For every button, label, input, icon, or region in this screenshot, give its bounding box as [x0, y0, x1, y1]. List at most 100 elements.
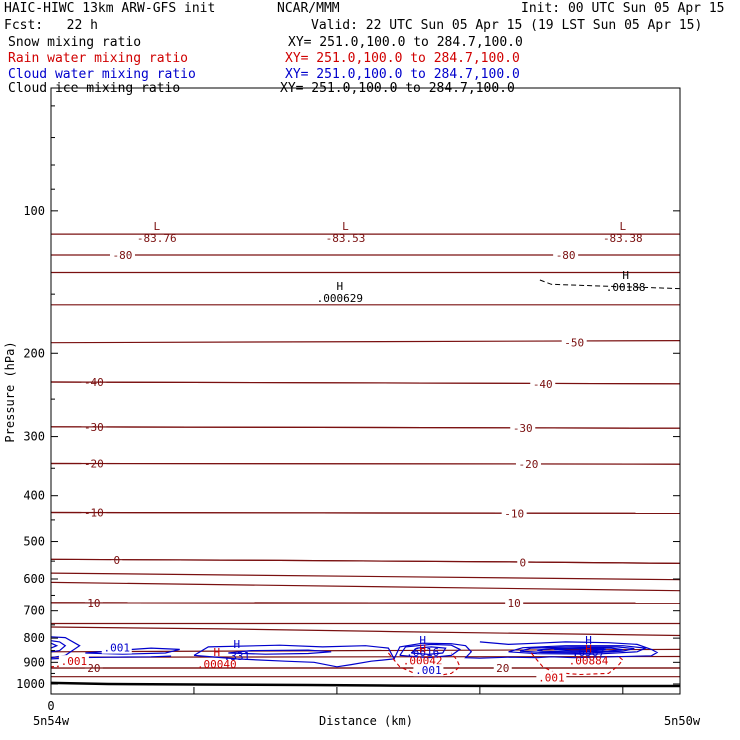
extremum-symbol: H	[419, 643, 426, 656]
cloud-water-contour	[508, 645, 649, 655]
contour-label: .001	[104, 642, 131, 655]
extremum-symbol: H	[234, 638, 241, 651]
extremum-symbol: H	[336, 280, 343, 293]
isotherm-line	[50, 626, 681, 637]
extremum-symbol: H	[419, 634, 426, 647]
field-xy-rain: XY= 251.0,100.0 to 284.7,100.0	[285, 51, 520, 66]
isotherm-line	[50, 648, 681, 653]
cloud-water-contour	[193, 644, 396, 668]
header-init: Init: 00 UTC Sun 05 Apr 15	[521, 1, 725, 16]
isotherm-label-bg	[493, 661, 512, 674]
isotherm-label-bg	[109, 249, 135, 262]
field-name-snow: Snow mixing ratio	[8, 35, 142, 50]
isotherm-line	[50, 581, 681, 592]
y-tick-label: 900	[23, 655, 45, 669]
cloud-water-contour	[399, 643, 462, 659]
extremum-value: .000629	[317, 292, 363, 305]
isotherm-label: 0	[519, 557, 526, 570]
extremum-value: -83.38	[603, 232, 643, 245]
extremum-symbol: H	[585, 634, 592, 647]
isotherm-label-bg	[501, 507, 527, 520]
y-tick-label: 500	[23, 535, 45, 549]
isotherm-label: -80	[113, 249, 133, 262]
extremum-value: -83.76	[137, 232, 177, 245]
extremum-symbol: L	[620, 220, 627, 233]
x-tick-label: 0	[47, 699, 54, 713]
x-tick-label: 5n50w	[664, 714, 701, 728]
header-model: HAIC-HIWC 13km ARW-GFS init	[4, 1, 216, 16]
isotherm-label: 10	[508, 597, 521, 610]
cloud-water-contour	[519, 646, 635, 654]
contour-label-bg	[58, 655, 89, 668]
isotherm-label: -50	[564, 337, 584, 350]
extremum-value: .6567	[572, 646, 605, 659]
cloud-water-contour	[50, 642, 59, 649]
extremum-symbol: H	[214, 646, 221, 659]
isotherm-line	[50, 426, 681, 429]
extremum-symbol: L	[153, 220, 160, 233]
isotherm-label: -40	[533, 378, 553, 391]
header-fcst: Fcst: 22 h	[4, 18, 98, 33]
contour-label-bg	[536, 671, 567, 684]
isotherm-label-bg	[515, 458, 541, 471]
isotherm-label-bg	[510, 422, 536, 435]
isotherm-label: 20	[496, 662, 509, 675]
cloud-water-contour	[393, 641, 659, 660]
field-xy-cloud-water: XY= 251.0,100.0 to 284.7,100.0	[285, 67, 520, 82]
plot-frame	[50, 87, 681, 695]
y-tick-label: 100	[23, 204, 45, 218]
extremum-symbol: H	[585, 643, 592, 656]
surface-pressure-line	[50, 681, 680, 688]
y-tick-label: 600	[23, 572, 45, 586]
isotherm-label: -10	[504, 507, 524, 520]
y-tick-label: 700	[23, 604, 45, 618]
cloud-water-contour	[228, 649, 332, 655]
extremum-symbol: L	[342, 220, 349, 233]
extremum-value: .00884	[569, 655, 609, 668]
contour-label-bg	[413, 664, 444, 677]
isotherm-label: -80	[556, 249, 576, 262]
x-axis-label: Distance (km)	[319, 714, 413, 728]
isotherm-line	[50, 572, 681, 581]
y-tick-label: 400	[23, 489, 45, 503]
isotherm-label: -20	[519, 458, 539, 471]
field-name-rain: Rain water mixing ratio	[8, 51, 189, 66]
contour-label: .001	[61, 655, 88, 668]
y-tick-label: 300	[23, 430, 45, 444]
contour-label: .001	[538, 671, 565, 684]
field-xy-snow: XY= 251.0,100.0 to 284.7,100.0	[288, 35, 523, 50]
y-axis-label: Pressure (hPa)	[3, 341, 17, 442]
rain-contour	[530, 652, 624, 676]
y-tick-label: 200	[23, 346, 45, 360]
cloud-water-contour	[50, 640, 67, 653]
extremum-value: .6616	[406, 646, 439, 659]
isotherm-line	[50, 381, 681, 385]
contour-labels: L-83.76L-83.53L-83.38H.000629H.00188H.33…	[58, 220, 646, 684]
header-valid: Valid: 22 UTC Sun 05 Apr 15 (19 LST Sun …	[311, 18, 703, 33]
temperature-isotherms: -80 -80-50-40 -40-30 -30-20 -20-10 -100 010 102…	[50, 233, 681, 678]
cloud-ice-contours	[539, 279, 681, 290]
isotherm-label-bg	[505, 597, 524, 610]
x-tick-label: 5n54w	[33, 714, 70, 728]
isotherm-line	[50, 462, 681, 465]
contour-label: .001	[415, 664, 442, 677]
y-tick-label: 800	[23, 631, 45, 645]
header-org: NCAR/MMM	[277, 1, 340, 16]
cloud-water-contour	[554, 648, 606, 652]
isotherm-label: -30	[513, 422, 533, 435]
isotherm-label-bg	[530, 377, 556, 390]
isotherm-label-bg	[553, 249, 579, 262]
isotherm-line	[50, 511, 681, 514]
contour-label-bg	[101, 641, 132, 654]
extremum-value: .331	[224, 650, 251, 663]
isotherm-label-bg	[561, 336, 587, 349]
isotherm-label: 0	[113, 554, 120, 567]
extremum-value: .00040	[197, 658, 237, 671]
y-tick-label: 1000	[16, 677, 45, 691]
extremum-value: -83.53	[326, 232, 366, 245]
field-name-cloud-water: Cloud water mixing ratio	[8, 67, 196, 82]
isotherm-label-bg	[517, 556, 529, 569]
extremum-symbol: H	[622, 269, 629, 282]
